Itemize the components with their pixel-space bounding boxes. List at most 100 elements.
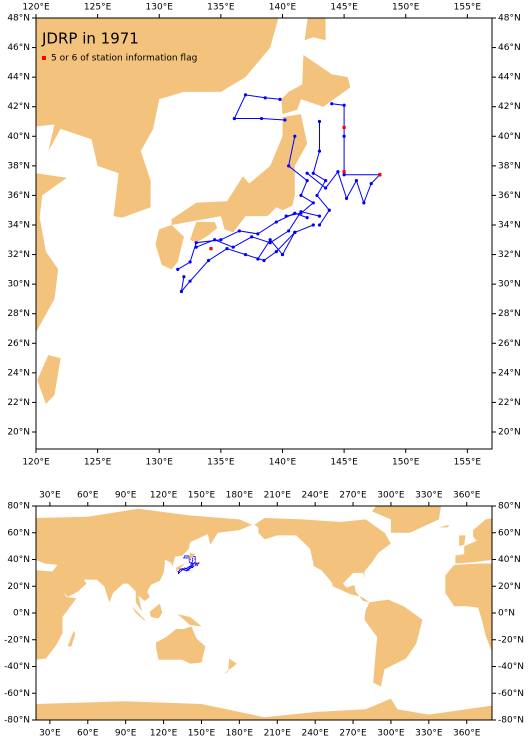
land	[459, 535, 466, 547]
x-tick-label: 360°E	[453, 491, 481, 501]
land	[37, 355, 61, 404]
y-tick-label: 22°N	[498, 398, 521, 408]
y-tick-label: 26°N	[7, 339, 30, 349]
y-tick-label: 32°N	[498, 250, 521, 260]
station	[188, 569, 190, 571]
station	[192, 566, 194, 568]
y-tick-label: 42°N	[498, 102, 521, 112]
station	[194, 564, 197, 566]
x-tick-label: 30°E	[39, 491, 61, 501]
station	[317, 223, 322, 227]
world-land	[36, 506, 492, 720]
station	[305, 216, 309, 220]
station	[187, 555, 190, 557]
y-tick-label: 44°N	[498, 73, 521, 83]
y-tick-label: 30°N	[7, 280, 30, 290]
track-line	[180, 224, 314, 294]
station	[195, 562, 198, 565]
flagged-station	[180, 569, 183, 571]
land	[254, 518, 391, 603]
y-tick-label: 60°N	[498, 528, 521, 538]
x-tick-label: 125°E	[84, 458, 112, 468]
station	[287, 229, 291, 233]
track-line	[233, 94, 281, 119]
land	[445, 563, 492, 653]
y-tick-label: 20°N	[7, 427, 30, 437]
station	[191, 566, 193, 569]
station	[189, 558, 191, 561]
x-tick-label: 150°E	[188, 729, 216, 739]
y-tick-label: 60°N	[7, 528, 30, 538]
x-tick-label: 60°E	[77, 491, 99, 501]
flagged-station	[194, 558, 196, 560]
flagged-station	[342, 170, 346, 174]
x-tick-label: 155°E	[454, 3, 482, 13]
station	[342, 103, 346, 107]
station	[185, 567, 187, 570]
station	[342, 173, 346, 177]
track-line	[312, 121, 330, 226]
legend-swatch	[42, 56, 46, 60]
station	[219, 238, 223, 242]
y-tick-label: 22°N	[7, 398, 30, 408]
station	[299, 193, 303, 198]
x-tick-label: 240°E	[301, 491, 329, 501]
x-tick-label: 155°E	[454, 458, 482, 468]
y-tick-label: 24°N	[7, 368, 30, 378]
station	[188, 279, 192, 283]
station	[196, 564, 198, 567]
y-tick-label: -60°N	[4, 689, 30, 699]
station	[354, 179, 359, 183]
axes: 120°E 120°E 125°E 125°E 130°E 130°E 135°E 135°E…	[4, 3, 524, 739]
x-tick-label: 360°E	[453, 729, 481, 739]
station	[213, 238, 217, 242]
x-tick-label: 130°E	[146, 3, 174, 13]
x-tick-label: 120°E	[150, 729, 178, 739]
land	[372, 506, 442, 533]
x-tick-label: 135°E	[207, 458, 235, 468]
track-line	[306, 170, 381, 205]
station	[225, 247, 229, 251]
land	[304, 18, 326, 41]
y-tick-label: 46°N	[7, 43, 30, 53]
station	[311, 171, 315, 175]
station	[179, 568, 181, 571]
land	[190, 222, 218, 243]
station	[317, 149, 322, 153]
station	[262, 258, 266, 263]
land	[177, 614, 202, 627]
flagged-station	[209, 247, 213, 251]
y-tick-label: 80°N	[498, 502, 521, 512]
station	[250, 235, 254, 239]
x-tick-label: 30°E	[39, 729, 61, 739]
station	[188, 260, 192, 264]
x-tick-label: 300°E	[377, 729, 405, 739]
y-tick-label: 40°N	[7, 555, 30, 565]
x-tick-label: 120°E	[150, 491, 178, 501]
station	[180, 570, 182, 572]
y-tick-label: 0°N	[13, 609, 30, 619]
x-tick-label: 90°E	[115, 491, 137, 501]
y-tick-label: 42°N	[7, 102, 30, 112]
station	[193, 555, 195, 558]
y-tick-label: 40°N	[7, 132, 30, 142]
station	[263, 96, 267, 100]
regional-tracks	[176, 93, 382, 294]
land	[36, 173, 67, 333]
x-tick-label: 140°E	[269, 3, 297, 13]
station	[186, 568, 189, 570]
y-tick-label: 36°N	[498, 191, 521, 201]
station	[268, 238, 272, 242]
y-tick-label: 38°N	[7, 161, 30, 171]
y-tick-label: 32°N	[7, 250, 30, 260]
x-tick-label: 90°E	[115, 729, 137, 739]
track-line	[331, 103, 380, 176]
land	[67, 630, 76, 647]
y-tick-label: 0°N	[498, 609, 515, 619]
x-tick-label: 150°E	[188, 491, 216, 501]
y-tick-label: 46°N	[498, 43, 521, 53]
y-tick-label: 34°N	[7, 220, 30, 230]
station	[243, 93, 248, 97]
land	[171, 114, 308, 233]
station	[191, 564, 193, 567]
